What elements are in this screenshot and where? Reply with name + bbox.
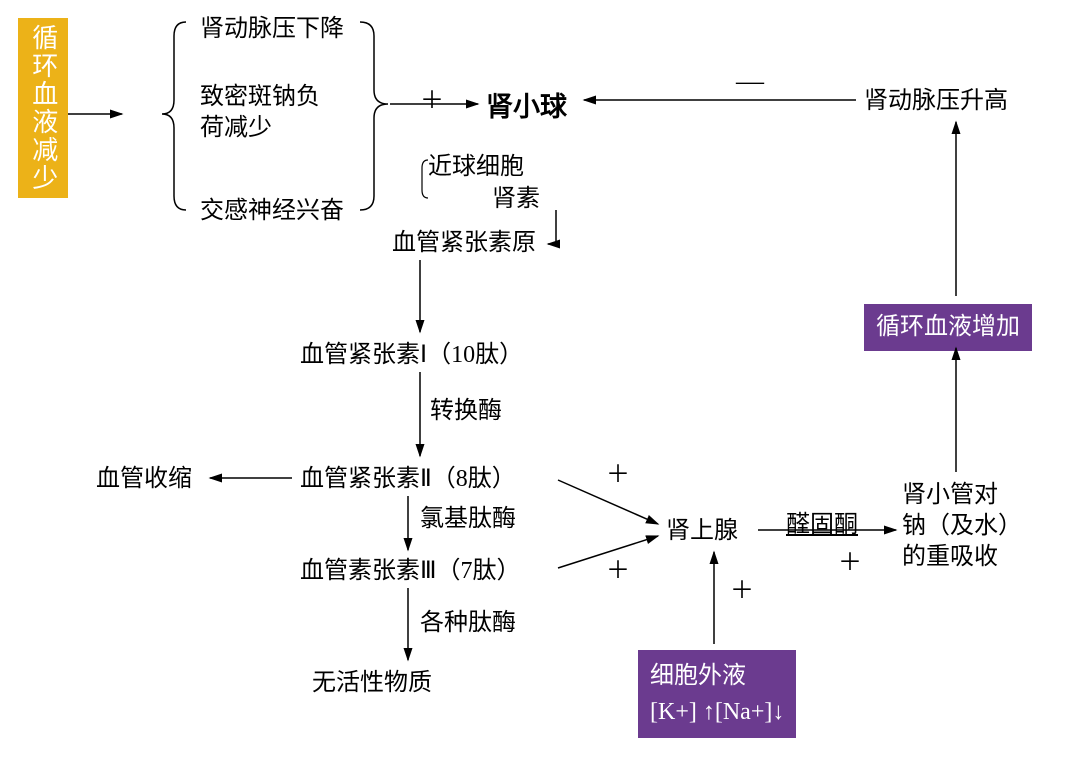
sign-plus-2: ＋	[606, 460, 630, 491]
sign-plus-5: ＋	[838, 548, 862, 579]
node-ang1: 血管紧张素Ⅰ（10肽）	[300, 340, 523, 371]
start-label: 循环血液减少	[29, 24, 58, 192]
node-renin: 肾素	[492, 184, 540, 215]
node-aldosterone: 醛固酮	[786, 510, 858, 541]
node-angiotensinogen: 血管紧张素原	[392, 228, 536, 259]
node-various-peptidase: 各种肽酶	[420, 608, 516, 639]
sign-minus-1: —	[736, 64, 764, 100]
node-convert-enzyme: 转换酶	[430, 396, 502, 427]
node-renal-pressure-up: 肾动脉压升高	[864, 86, 1008, 117]
node-amino-peptidase: 氯基肽酶	[420, 504, 516, 535]
node-jg-cells: 近球细胞	[428, 152, 524, 183]
node-adrenal: 肾上腺	[666, 516, 738, 547]
node-sympathetic: 交感神经兴奋	[200, 196, 344, 227]
sign-plus-3: ＋	[606, 556, 630, 587]
node-ang2: 血管紧张素Ⅱ（8肽）	[300, 464, 516, 495]
node-macula-densa: 致密斑钠负 荷减少	[200, 82, 320, 144]
node-tubule-reabsorb: 肾小管对 钠（及水） 的重吸收	[902, 480, 1022, 574]
node-vasoconstriction: 血管收缩	[96, 464, 192, 495]
node-ang3: 血管素张素Ⅲ（7肽）	[300, 556, 521, 587]
node-kidney-pressure-drop: 肾动脉压下降	[200, 14, 344, 45]
sign-plus-1: ＋	[420, 86, 444, 117]
node-inactive: 无活性物质	[312, 668, 432, 699]
node-circ-increase: 循环血液增加	[864, 304, 1032, 351]
node-ecf: 细胞外液 [K+] ↑[Na+]↓	[638, 650, 796, 738]
start-node: 循环血液减少	[18, 18, 68, 198]
node-glomerulus: 肾小球	[486, 90, 567, 125]
sign-plus-4: ＋	[730, 576, 754, 607]
